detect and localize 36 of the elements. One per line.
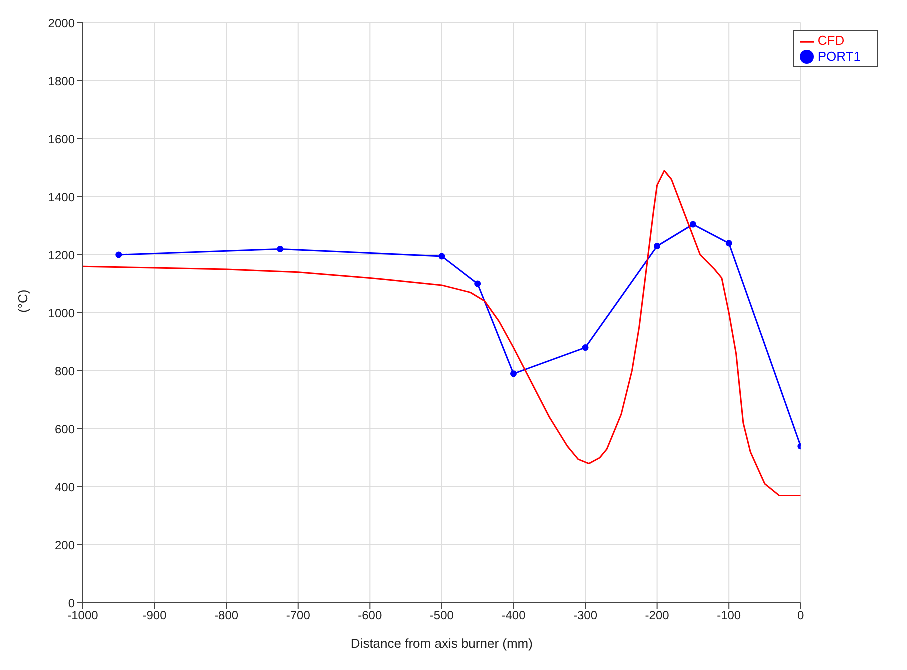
y-tick-label: 600 (54, 422, 76, 436)
y-tick-label: 1800 (48, 74, 76, 88)
line-series (83, 170, 801, 496)
x-tick-label: -500 (430, 608, 454, 623)
legend-label: CFD (818, 33, 845, 48)
x-tick-label: -400 (502, 608, 526, 623)
y-tick-label: 800 (54, 364, 76, 378)
x-axis-title: Distance from axis burner (mm) (350, 636, 533, 651)
y-tick-label: 1200 (48, 248, 76, 262)
y-axis-title: (°C) (16, 290, 31, 313)
x-tick-label: -1000 (68, 608, 99, 623)
x-tick-label: -300 (574, 608, 598, 623)
point (277, 246, 284, 252)
y-tick-label: 1600 (48, 132, 76, 146)
point (438, 253, 446, 260)
y-tick-label: 2000 (48, 16, 76, 30)
y-tick-label: 200 (54, 538, 76, 552)
x-tick-label: -600 (358, 608, 382, 623)
point (510, 370, 517, 378)
x-tick-label: -800 (214, 608, 239, 623)
x-tick-label: -700 (286, 608, 311, 623)
y-tick-label: 1000 (48, 306, 76, 320)
y-tick-label: 1400 (48, 190, 76, 204)
x-tick-label: 0 (798, 608, 805, 623)
x-tick-label: -900 (142, 608, 168, 623)
point (474, 280, 482, 288)
point (654, 243, 661, 250)
x-tick-label: -200 (645, 608, 670, 623)
point (726, 240, 732, 247)
legend-label: PORT1 (818, 48, 861, 64)
point (690, 221, 696, 228)
x-tick-label: -100 (717, 608, 742, 623)
point (582, 344, 589, 352)
y-tick-label: 400 (54, 480, 76, 494)
point (116, 252, 122, 258)
y-tick-label: 0 (68, 596, 76, 610)
